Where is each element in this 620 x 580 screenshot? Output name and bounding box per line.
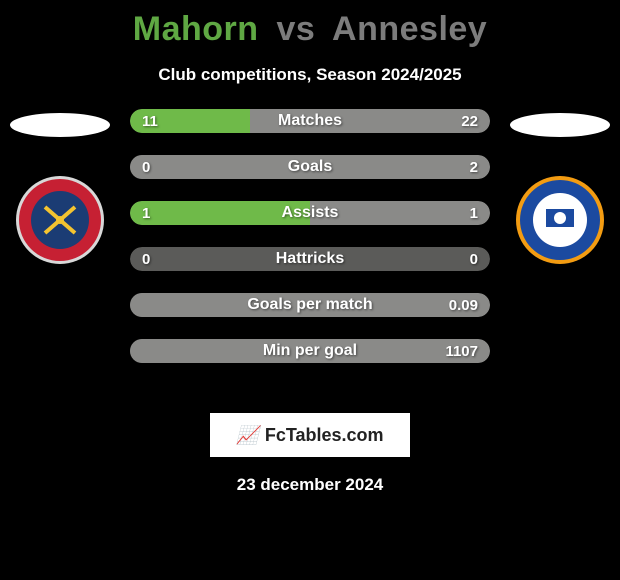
stat-row: 1122Matches: [130, 109, 490, 133]
title-player1: Mahorn: [133, 10, 259, 48]
comparison-container: 1122Matches 02Goals 11Assists 00Hattricks 0.…: [0, 109, 620, 409]
stat-row: 1107Min per goal: [130, 339, 490, 363]
stat-row: 0.09Goals per match: [130, 293, 490, 317]
watermark[interactable]: 📈 FcTables.com: [210, 413, 410, 457]
stat-row: 11Assists: [130, 201, 490, 225]
stat-row: 00Hattricks: [130, 247, 490, 271]
player1-club-badge-icon: [15, 175, 105, 265]
chart-icon: 📈: [236, 425, 258, 446]
title-vs: vs: [277, 10, 316, 48]
stat-label: Goals per match: [130, 293, 490, 317]
player1-column: [0, 109, 120, 265]
player1-flag-icon: [10, 113, 110, 137]
title-player2: Annesley: [332, 10, 487, 48]
subtitle: Club competitions, Season 2024/2025: [0, 65, 620, 85]
watermark-text: FcTables.com: [265, 425, 384, 446]
player2-flag-icon: [510, 113, 610, 137]
stat-label: Assists: [130, 201, 490, 225]
stat-label: Goals: [130, 155, 490, 179]
badge-ball: [554, 212, 566, 224]
badge-dot: [56, 216, 64, 224]
stat-label: Hattricks: [130, 247, 490, 271]
date-label: 23 december 2024: [0, 475, 620, 495]
player2-club-badge-icon: [515, 175, 605, 265]
stat-row: 02Goals: [130, 155, 490, 179]
stat-bars: 1122Matches 02Goals 11Assists 00Hattricks 0.…: [130, 109, 490, 385]
page-title: Mahorn vs Annesley: [0, 0, 620, 49]
player2-column: [500, 109, 620, 265]
stat-label: Min per goal: [130, 339, 490, 363]
stat-label: Matches: [130, 109, 490, 133]
